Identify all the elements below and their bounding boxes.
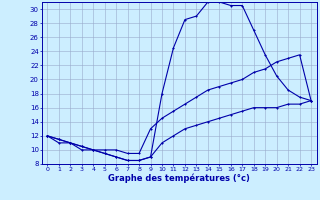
X-axis label: Graphe des températures (°c): Graphe des températures (°c) (108, 173, 250, 183)
